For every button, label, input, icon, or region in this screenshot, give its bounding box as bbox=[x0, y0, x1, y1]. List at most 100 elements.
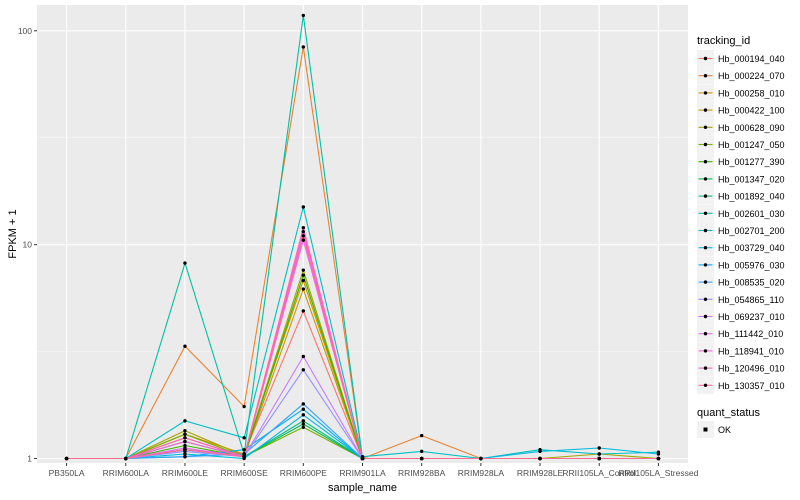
data-point bbox=[301, 309, 306, 313]
data-point bbox=[124, 456, 128, 461]
legend-label: Hb_111442_010 bbox=[718, 329, 783, 339]
legend-label: Hb_069237_010 bbox=[718, 312, 785, 322]
y-tick-label: 1 bbox=[27, 454, 32, 464]
legend-label: Hb_000194_040 bbox=[718, 54, 785, 64]
legend-label: Hb_000628_090 bbox=[718, 123, 785, 133]
legend-key-point bbox=[703, 280, 708, 284]
data-point bbox=[183, 428, 187, 433]
data-point bbox=[301, 368, 306, 372]
legend-key-point bbox=[703, 246, 708, 250]
legend-key-point bbox=[703, 349, 708, 353]
data-point bbox=[183, 261, 187, 265]
legend-item: Hb_000628_090 bbox=[697, 118, 785, 136]
data-point bbox=[242, 452, 246, 456]
legend-key-point bbox=[703, 211, 708, 215]
x-tick-label: RRII105LA_Stressed bbox=[618, 468, 698, 478]
data-point bbox=[301, 278, 306, 283]
legend: tracking_id Hb_000194_040 Hb_000224_070 Hb_… bbox=[697, 35, 785, 394]
data-point bbox=[242, 454, 246, 459]
data-point bbox=[301, 45, 306, 49]
data-point bbox=[183, 436, 187, 440]
data-point bbox=[301, 226, 306, 230]
data-point bbox=[301, 205, 306, 209]
data-point bbox=[301, 402, 306, 406]
data-point bbox=[242, 404, 246, 409]
data-point bbox=[242, 436, 246, 440]
shape-legend-marker bbox=[703, 427, 708, 432]
legend-label: Hb_002601_030 bbox=[718, 209, 785, 219]
legend-item: Hb_002601_030 bbox=[697, 204, 785, 222]
legend-key-point bbox=[703, 366, 708, 370]
y-tick-label: 100 bbox=[18, 26, 32, 36]
data-point bbox=[183, 344, 187, 348]
data-point bbox=[301, 407, 306, 411]
legend-label: Hb_001892_040 bbox=[718, 192, 785, 202]
data-point bbox=[183, 439, 187, 444]
data-point bbox=[419, 433, 424, 438]
legend-item: Hb_008535_020 bbox=[697, 273, 785, 291]
x-axis: PB350LA RRIM600LA RRIM600LE RRIM600SE RRIM60… bbox=[49, 463, 699, 478]
data-point bbox=[301, 273, 306, 277]
data-point bbox=[301, 354, 306, 359]
legend-key-point bbox=[703, 314, 708, 319]
legend-key-point bbox=[703, 383, 708, 387]
legend-item: Hb_054865_110 bbox=[697, 290, 784, 308]
legend-key-point bbox=[703, 91, 708, 95]
legend-label: Hb_000224_070 bbox=[718, 71, 785, 81]
y-tick-label: 10 bbox=[23, 240, 33, 250]
shape-legend-label: OK bbox=[718, 425, 731, 435]
data-point bbox=[301, 234, 306, 238]
data-point bbox=[301, 422, 306, 426]
data-point bbox=[360, 456, 365, 461]
legend-label: Hb_001247_050 bbox=[718, 140, 785, 150]
legend-key-point bbox=[703, 74, 708, 78]
shape-legend: quant_status OK bbox=[697, 407, 760, 438]
data-point bbox=[479, 456, 483, 461]
x-tick-label: RRIM600LA bbox=[103, 468, 150, 478]
x-tick-label: RRII105LA_Control bbox=[562, 468, 636, 478]
legend-key-point bbox=[703, 332, 708, 336]
x-tick-label: RRIM928LE bbox=[517, 468, 564, 478]
legend-title: tracking_id bbox=[697, 35, 750, 47]
legend-item: Hb_120496_010 bbox=[697, 359, 785, 377]
legend-label: Hb_005976_030 bbox=[718, 260, 785, 270]
legend-label: Hb_120496_010 bbox=[718, 364, 785, 374]
data-point bbox=[183, 452, 187, 456]
legend-label: Hb_000422_100 bbox=[718, 106, 785, 116]
y-axis: 1 10 100 bbox=[18, 26, 37, 464]
data-point bbox=[301, 229, 306, 234]
legend-label: Hb_130357_010 bbox=[718, 381, 785, 391]
y-axis-title: FPKM + 1 bbox=[7, 209, 19, 258]
legend-item: Hb_001277_390 bbox=[697, 153, 785, 171]
legend-key-point bbox=[703, 228, 708, 233]
shape-legend-title: quant_status bbox=[697, 407, 760, 419]
legend-key-point bbox=[703, 142, 708, 147]
data-point bbox=[64, 456, 69, 461]
data-point bbox=[183, 443, 187, 448]
data-point bbox=[301, 287, 306, 291]
x-tick-label: RRIM600LE bbox=[162, 468, 209, 478]
data-point bbox=[183, 447, 187, 452]
legend-label: Hb_001277_390 bbox=[718, 157, 785, 167]
legend-key-point bbox=[703, 297, 708, 301]
data-point bbox=[597, 456, 601, 461]
legend-item: Hb_003729_040 bbox=[697, 239, 785, 257]
x-tick-label: RRIM928LA bbox=[458, 468, 505, 478]
legend-item: Hb_000224_070 bbox=[697, 67, 785, 85]
data-point bbox=[538, 456, 542, 461]
legend-key-point bbox=[703, 194, 708, 198]
legend-item: Hb_005976_030 bbox=[697, 256, 785, 274]
data-point bbox=[301, 419, 306, 423]
legend-item: Hb_000258_010 bbox=[697, 84, 785, 102]
x-tick-label: PB350LA bbox=[49, 468, 85, 478]
legend-item: Hb_118941_010 bbox=[697, 342, 784, 360]
data-point bbox=[242, 447, 246, 452]
legend-label: Hb_002701_200 bbox=[718, 226, 785, 236]
legend-label: Hb_003729_040 bbox=[718, 243, 785, 253]
series-points bbox=[64, 13, 661, 461]
data-point bbox=[183, 454, 187, 459]
legend-item: Hb_001892_040 bbox=[697, 187, 785, 205]
legend-label: Hb_118941_010 bbox=[718, 346, 784, 356]
legend-label: Hb_000258_010 bbox=[718, 88, 785, 98]
